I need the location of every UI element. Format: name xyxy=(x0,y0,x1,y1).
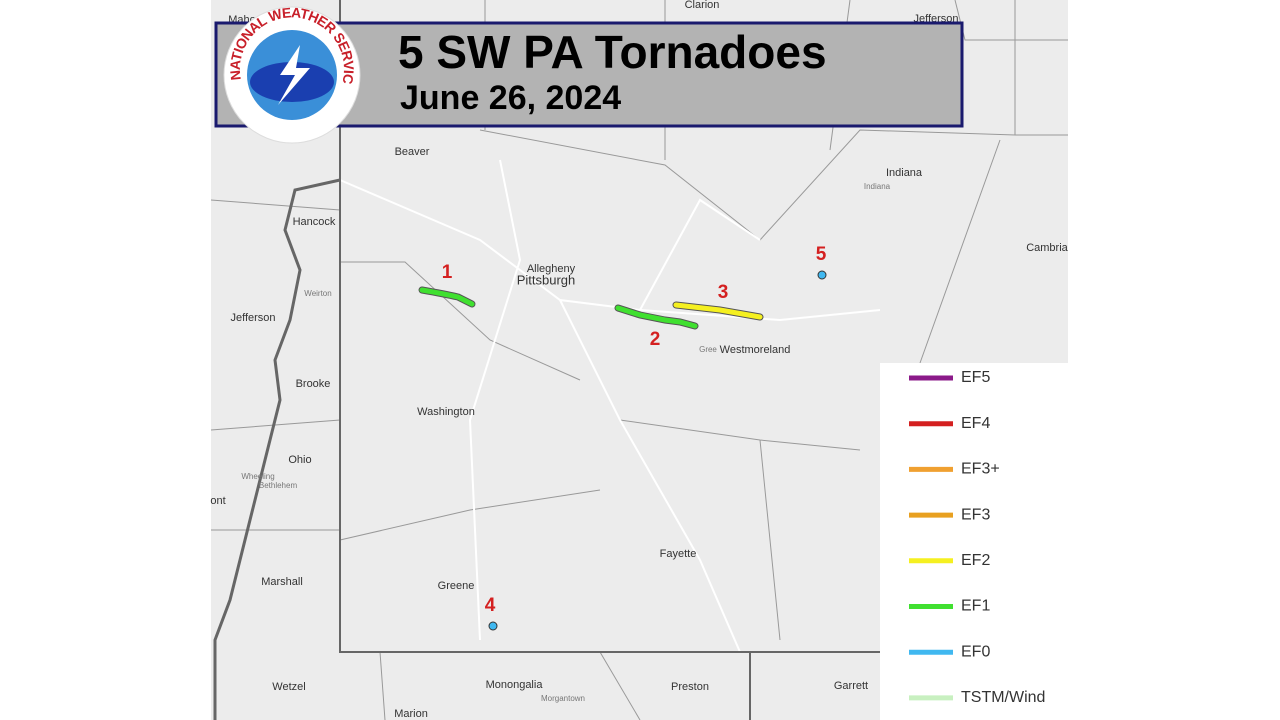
place-label: Fayette xyxy=(660,548,697,560)
place-label: Marshall xyxy=(261,576,303,588)
tornado-number: 3 xyxy=(718,282,729,303)
tornado-track xyxy=(615,305,698,329)
place-label: Indiana xyxy=(886,167,923,179)
place-label: Wetzel xyxy=(272,681,305,693)
legend-label: EF0 xyxy=(961,643,990,660)
place-label: Pittsburgh xyxy=(517,272,576,287)
legend-label: EF1 xyxy=(961,598,990,615)
tornado-number: 5 xyxy=(816,244,827,265)
place-label: Bethlehem xyxy=(259,481,298,490)
place-label: Allegheny xyxy=(527,263,576,275)
tornado-point xyxy=(817,270,827,280)
tornado-number: 1 xyxy=(442,262,453,283)
place-label: Morgantown xyxy=(541,694,585,703)
place-label: Indiana xyxy=(864,182,891,191)
nws-logo: NATIONAL WEATHER SERVICE xyxy=(0,0,361,144)
state-borders xyxy=(213,0,880,720)
tornado-number: 4 xyxy=(485,595,496,616)
place-label: Monongalia xyxy=(486,679,544,691)
place-label: Ohio xyxy=(288,454,311,466)
tornado-point xyxy=(488,621,498,631)
place-label: Wheeling xyxy=(241,472,274,481)
legend-label: EF3+ xyxy=(961,461,1000,478)
place-label: Brooke xyxy=(296,378,331,390)
legend: EF5 EF4 EF3+ EF3 EF2 EF1 EF0 TSTM/Wind xyxy=(909,369,1045,706)
place-label: Cambria xyxy=(1026,242,1068,254)
place-label: Beaver xyxy=(395,146,430,158)
legend-label: EF2 xyxy=(961,552,990,569)
tornado-track xyxy=(673,302,763,320)
place-label: Greene xyxy=(438,580,475,592)
place-label: Preston xyxy=(671,681,709,693)
place-label: Gree xyxy=(699,345,717,354)
legend-label: EF5 xyxy=(961,369,990,386)
legend-label: EF3 xyxy=(961,506,990,523)
place-label: Hancock xyxy=(293,216,336,228)
place-label: Washington xyxy=(417,406,475,418)
place-label: Westmoreland xyxy=(720,344,791,356)
tornado-tracks: 1 2 3 4 5 xyxy=(418,244,827,631)
place-label: Garrett xyxy=(834,680,868,692)
place-label: Weirton xyxy=(304,289,331,298)
tornado-number: 2 xyxy=(650,329,661,350)
place-label: ont xyxy=(210,495,225,507)
legend-label: EF4 xyxy=(961,415,990,432)
title: 5 SW PA Tornadoes xyxy=(398,26,827,78)
legend-label: TSTM/Wind xyxy=(961,689,1045,706)
place-label: Marion xyxy=(394,708,428,720)
place-label: Clarion xyxy=(685,0,720,11)
place-label: Jefferson xyxy=(230,312,275,324)
tornado-track xyxy=(419,287,475,307)
date: June 26, 2024 xyxy=(400,79,621,117)
